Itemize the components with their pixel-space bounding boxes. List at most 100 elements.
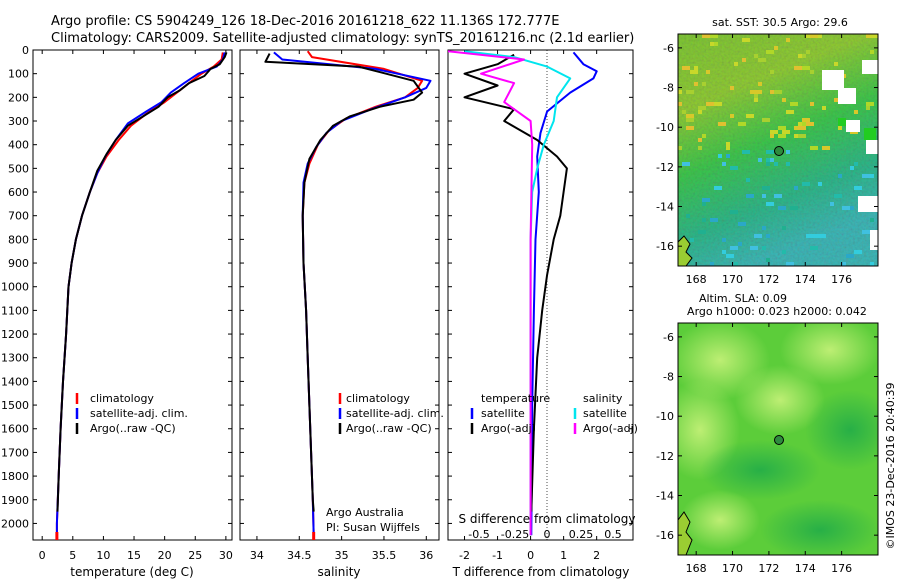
sst-pixel bbox=[698, 230, 706, 234]
sst-pixel bbox=[870, 174, 874, 178]
lat-tick-label: -10 bbox=[656, 121, 674, 134]
sla-map-frame bbox=[677, 322, 879, 556]
sst-pixel bbox=[870, 218, 874, 222]
lon-tick-label: 176 bbox=[831, 273, 852, 286]
sst-pixel bbox=[766, 258, 770, 262]
sst-pixel bbox=[742, 58, 746, 62]
sst-pixel bbox=[786, 38, 790, 42]
sst-pixel bbox=[864, 128, 876, 140]
depth-tick-label: 300 bbox=[8, 115, 29, 128]
sst-pixel bbox=[754, 90, 762, 94]
sst-pixel bbox=[834, 62, 838, 66]
sst-patches bbox=[678, 34, 878, 266]
sst-pixel bbox=[698, 106, 706, 110]
t-difference-label: T difference from climatology bbox=[452, 565, 630, 579]
sst-pixel bbox=[762, 118, 770, 122]
sst-pixel bbox=[738, 122, 746, 126]
sst-pixel bbox=[782, 226, 786, 230]
lat-tick-label: -12 bbox=[656, 161, 674, 174]
sst-pixel bbox=[782, 130, 790, 134]
x-tick-label: 1 bbox=[560, 549, 567, 562]
sst-pixel bbox=[862, 230, 870, 234]
x-tick-label: 10 bbox=[96, 549, 110, 562]
sst-pixel bbox=[702, 82, 706, 86]
sst-pixel bbox=[710, 42, 714, 46]
sst-pixel bbox=[802, 66, 810, 70]
sst-pixel bbox=[818, 34, 822, 38]
sst-pixel bbox=[798, 126, 806, 130]
salinity-panel: 34 34.5 35 35.5 36 salinity climatology sate… bbox=[239, 49, 444, 579]
salinity-plot-frame bbox=[239, 49, 440, 541]
sst-pixel bbox=[710, 218, 718, 222]
sst-pixel bbox=[854, 250, 862, 254]
depth-tick-label: 1800 bbox=[1, 470, 29, 483]
difference-panel: -2 -1 0 1 2 -0.5 -0.25 0 0.25 0.5 S differen… bbox=[447, 49, 638, 579]
sst-pixel bbox=[802, 122, 806, 126]
difference-series bbox=[448, 50, 598, 536]
sst-pixel bbox=[738, 242, 742, 246]
x-tick-label: 15 bbox=[127, 549, 141, 562]
lon-tick-label: 168 bbox=[686, 562, 707, 575]
sst-pixel bbox=[794, 186, 798, 190]
series-line-temperature-satellite bbox=[530, 51, 598, 536]
x-tick-label: 20 bbox=[158, 549, 172, 562]
sst-pixel bbox=[766, 202, 774, 206]
sst-pixel bbox=[794, 66, 802, 70]
depth-tick-label: 1300 bbox=[1, 352, 29, 365]
sst-pixel bbox=[726, 254, 734, 258]
sst-pixel bbox=[838, 126, 842, 130]
sst-pixel bbox=[686, 114, 694, 118]
salinity-legend: climatology satellite-adj. clim. Argo(..… bbox=[338, 392, 444, 435]
sst-pixel bbox=[754, 94, 758, 98]
difference-legend: temperature salinity satellite Argo(-adj… bbox=[470, 392, 638, 435]
sst-pixel bbox=[806, 34, 810, 38]
sst-pixel bbox=[862, 174, 870, 178]
sst-pixel bbox=[810, 34, 818, 38]
sst-pixel bbox=[782, 98, 786, 102]
x-tick-label: 34.5 bbox=[287, 549, 312, 562]
sst-pixel bbox=[810, 102, 814, 106]
lat-tick-label: -16 bbox=[656, 240, 674, 253]
depth-tick-label: 0 bbox=[22, 44, 29, 57]
depth-tick-label: 1900 bbox=[1, 494, 29, 507]
sst-map-frame bbox=[677, 33, 879, 267]
sst-pixel bbox=[718, 154, 722, 158]
lat-tick-label: -14 bbox=[656, 201, 674, 214]
sst-pixel bbox=[850, 166, 854, 170]
s-difference-label: S difference from climatology bbox=[459, 512, 636, 526]
depth-axis: 0 100 200 300 400 500 600 700 800 900 1000 1100 1200… bbox=[1, 44, 232, 530]
sst-pixel bbox=[806, 122, 814, 126]
salinity-series bbox=[264, 50, 432, 540]
legend-label-argo: Argo(..raw -QC) bbox=[346, 422, 432, 435]
x-tick-label: 30 bbox=[219, 549, 233, 562]
sst-pixel bbox=[870, 50, 874, 54]
temperature-plot-frame bbox=[32, 49, 233, 541]
depth-tick-label: 1600 bbox=[1, 423, 29, 436]
sst-pixel bbox=[702, 202, 706, 206]
argo-float-marker bbox=[774, 146, 784, 156]
sst-pixel bbox=[786, 162, 790, 166]
sst-pixel bbox=[778, 206, 786, 210]
lon-tick-label: 168 bbox=[686, 273, 707, 286]
sst-pixel bbox=[770, 90, 774, 94]
depth-tick-label: 1400 bbox=[1, 375, 29, 388]
sst-pixel bbox=[758, 82, 762, 86]
sst-pixel bbox=[786, 262, 794, 266]
x-tick-label: 0 bbox=[39, 549, 46, 562]
s-diff-tick-label: 0.5 bbox=[604, 528, 622, 541]
sst-pixel bbox=[774, 46, 778, 50]
sst-pixel bbox=[762, 194, 766, 198]
salinity-xlabel: salinity bbox=[317, 565, 360, 579]
sst-pixel bbox=[762, 226, 766, 230]
sst-pixel bbox=[810, 234, 818, 238]
sst-pixel bbox=[866, 106, 870, 110]
sst-pixel bbox=[770, 70, 774, 74]
sst-pixel bbox=[710, 34, 718, 38]
sst-pixel bbox=[778, 134, 786, 138]
s-difference-axis: -0.5 -0.25 0 0.25 0.5 bbox=[468, 528, 621, 541]
land-mask-gaps bbox=[822, 60, 878, 250]
series-line-argo-raw-qc- bbox=[56, 52, 228, 512]
sst-pixel bbox=[818, 182, 822, 186]
s-diff-tick-label: 0 bbox=[544, 528, 551, 541]
legend-label-temp-satellite: satellite bbox=[481, 407, 525, 420]
